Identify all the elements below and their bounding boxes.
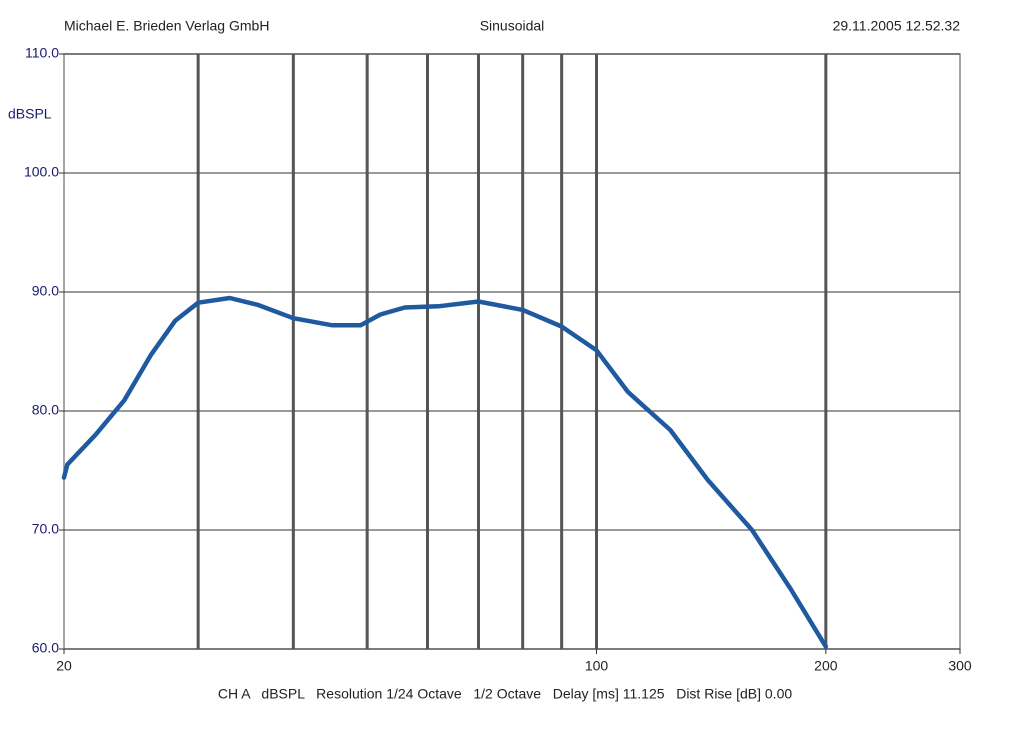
y-tick-label: 100.0 <box>24 164 59 180</box>
x-tick-label: 200 <box>814 658 838 674</box>
header-center: Sinusoidal <box>480 18 545 34</box>
footer: CH A dBSPL Resolution 1/24 Octave 1/2 Oc… <box>218 686 792 702</box>
x-tick-label: 100 <box>585 658 609 674</box>
data-line <box>61 295 829 649</box>
header-right: 29.11.2005 12.52.32 <box>833 18 961 34</box>
y-tick-label: 60.0 <box>32 640 59 656</box>
x-tick-label: 300 <box>948 658 972 674</box>
header-left: Michael E. Brieden Verlag GmbH <box>64 18 269 34</box>
y-tick-label: 80.0 <box>32 402 59 418</box>
y-tick-label: 110.0 <box>25 45 59 61</box>
y-tick-label: 90.0 <box>32 283 59 299</box>
x-tick-label: 20 <box>56 658 72 674</box>
y-axis-label: dBSPL <box>8 106 52 122</box>
y-tick-label: 70.0 <box>32 521 59 537</box>
plot-frame <box>63 53 961 650</box>
